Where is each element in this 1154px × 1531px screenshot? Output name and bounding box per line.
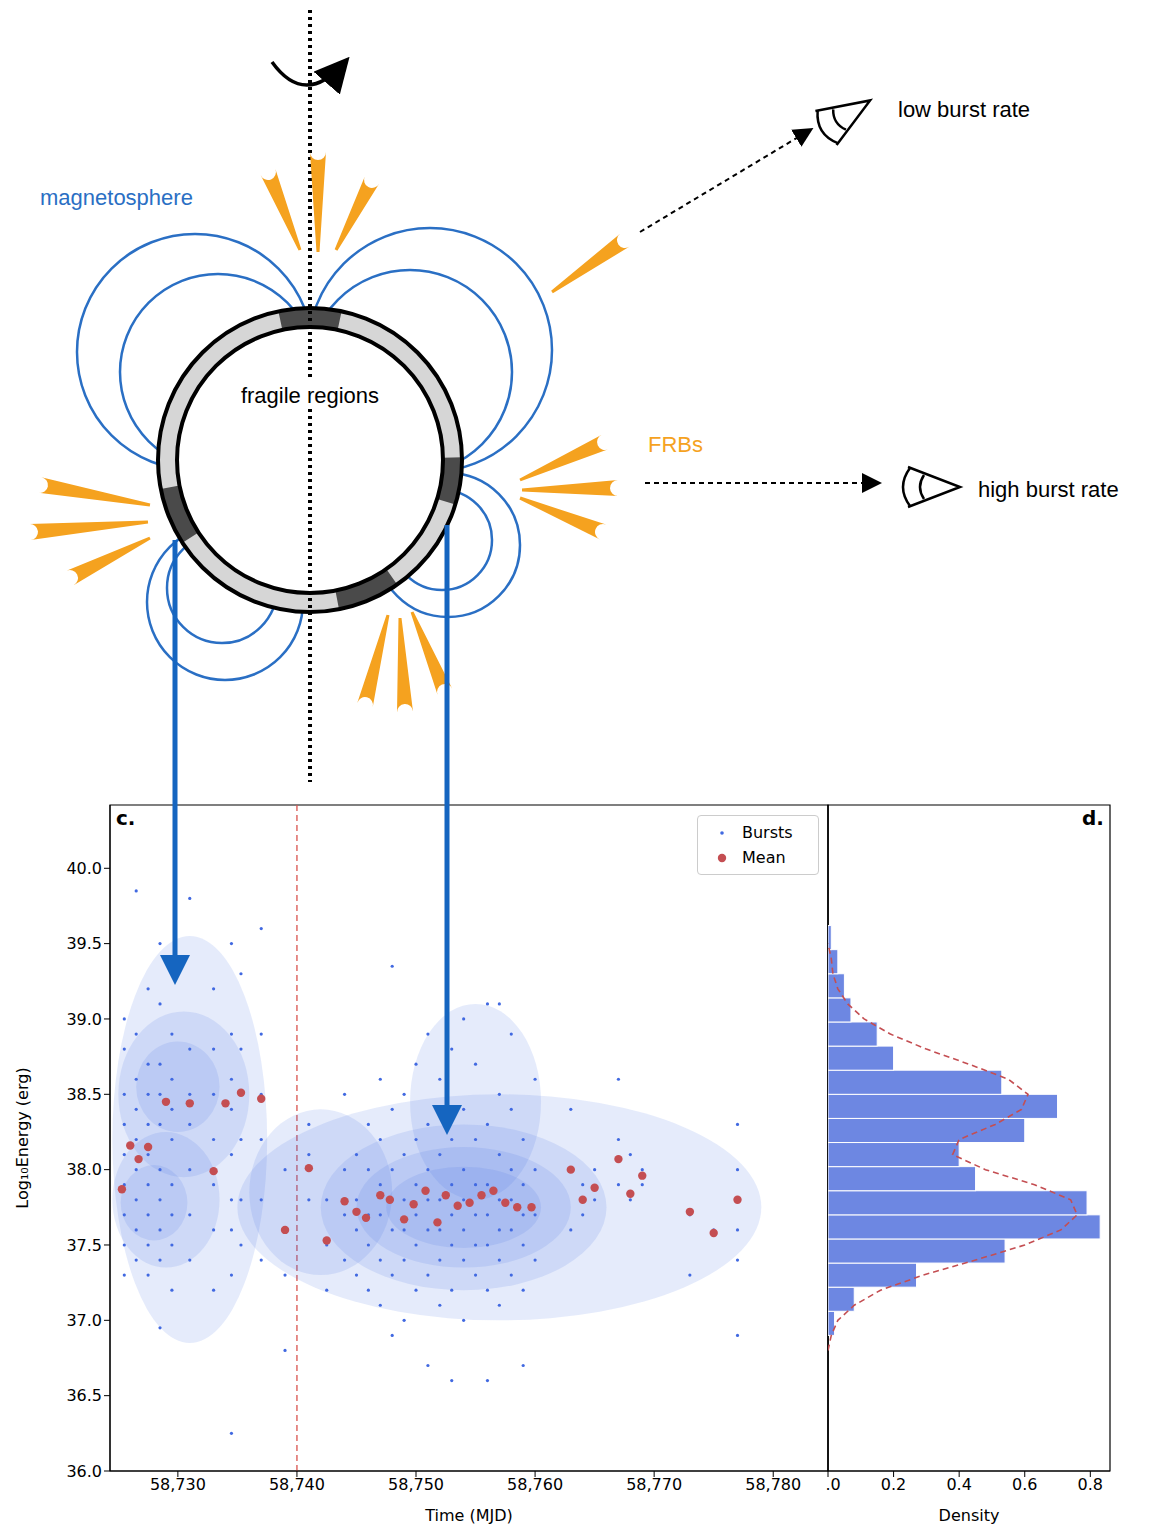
html-text:c.: c. <box>116 806 136 830</box>
svg-text:38.5: 38.5 <box>66 1085 102 1104</box>
svg-text:0.6: 0.6 <box>1012 1475 1037 1494</box>
svg-text:40.0: 40.0 <box>66 859 102 878</box>
svg-text:high burst rate: high burst rate <box>978 477 1119 502</box>
svg-text:58,760: 58,760 <box>507 1475 563 1494</box>
svg-text:0.8: 0.8 <box>1078 1475 1103 1494</box>
svg-text:magnetosphere: magnetosphere <box>40 185 193 210</box>
svg-text:0.2: 0.2 <box>881 1475 906 1494</box>
svg-text:38.0: 38.0 <box>66 1160 102 1179</box>
svg-text:0.0: 0.0 <box>826 1475 841 1494</box>
svg-text:58,740: 58,740 <box>269 1475 325 1494</box>
svg-text:39.5: 39.5 <box>66 934 102 953</box>
svg-text:58,730: 58,730 <box>150 1475 206 1494</box>
html-text:Bursts: Bursts <box>742 823 793 842</box>
svg-text:37.0: 37.0 <box>66 1311 102 1330</box>
svg-text:low burst rate: low burst rate <box>898 97 1030 122</box>
svg-text:58,780: 58,780 <box>745 1475 801 1494</box>
svg-text:fragile regions: fragile regions <box>241 383 379 408</box>
svg-text:37.5: 37.5 <box>66 1236 102 1255</box>
svg-text:36.0: 36.0 <box>66 1462 102 1481</box>
svg-text:Density: Density <box>939 1506 1000 1525</box>
svg-text:58,750: 58,750 <box>388 1475 444 1494</box>
svg-text:58,770: 58,770 <box>626 1475 682 1494</box>
html-text:Mean: Mean <box>742 848 786 867</box>
svg-text:36.5: 36.5 <box>66 1386 102 1405</box>
svg-text:Log₁₀Energy (erg): Log₁₀Energy (erg) <box>13 1067 32 1208</box>
svg-text:FRBs: FRBs <box>648 432 703 457</box>
svg-text:0.4: 0.4 <box>946 1475 971 1494</box>
svg-text:Time (MJD): Time (MJD) <box>424 1506 513 1525</box>
svg-text:39.0: 39.0 <box>66 1010 102 1029</box>
html-text:d.: d. <box>1082 806 1104 830</box>
